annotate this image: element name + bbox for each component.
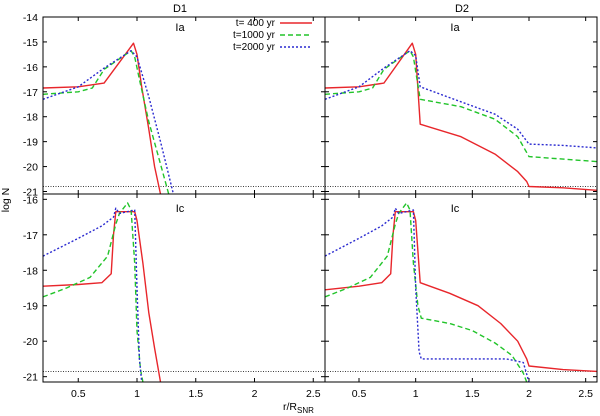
panel-frame-top-right [324,16,598,195]
ytick-label-bottom: -18 [23,265,38,277]
series-line-2000-bottom-left [43,207,143,382]
series-line-2000-top-left [43,50,175,194]
ytick-label-bottom: -21 [23,372,38,384]
ytick-label-bottom: -17 [23,230,38,242]
ytick-label-top: -17 [23,87,38,99]
column-title-d1: D1 [173,3,187,15]
y-axis-label: log N [0,188,12,213]
ytick-label-bottom: -20 [23,336,38,348]
series-line-400-top-left [43,42,162,194]
xtick-label-left: 2 [252,388,258,400]
panel-series-top-right [325,42,597,191]
xtick-label-left: 2.5 [306,388,321,400]
xtick-label-right: 1.5 [465,388,480,400]
series-line-400-bottom-left [43,210,162,382]
panel-frame-top-left [42,16,326,195]
series-line-1000-top-left [43,50,170,194]
series-line-400-top-right [325,42,597,191]
series-line-1000-bottom-left [43,202,144,382]
panel-tag-bottom-right: Ic [451,203,460,215]
xtick-label-right: 2 [526,388,532,400]
ytick-label-top: -21 [23,187,38,199]
series-line-400-bottom-right [325,210,597,373]
ytick-label-top: -19 [23,137,38,149]
legend: t= 400 yr t=1000 yr t=2000 yr [233,18,312,53]
legend-label-400: t= 400 yr [236,18,276,29]
ytick-label-bottom: -16 [23,194,38,206]
panel-tag-top-right: Ia [450,22,460,34]
xtick-label-left: 1 [134,388,140,400]
series-line-1000-top-right [325,50,597,163]
ytick-label-top: -14 [23,12,38,24]
legend-label-1000: t=1000 yr [233,30,276,41]
series-line-2000-top-right [325,50,597,149]
panel-frame-bottom-left [42,193,326,383]
series-line-1000-bottom-right [325,202,528,382]
column-title-d2: D2 [455,3,469,15]
ytick-label-top: -20 [23,162,38,174]
panel-tag-bottom-left: Ic [176,203,185,215]
ytick-label-bottom: -19 [23,301,38,313]
legend-label-2000: t=2000 yr [233,42,276,53]
series-layer [43,42,597,382]
ytick-label-top: -18 [23,112,38,124]
panel-series-bottom-right [325,202,597,382]
ytick-label-top: -16 [23,62,38,74]
panel-series-top-left [43,42,175,194]
xtick-label-right: 0.5 [352,388,367,400]
xtick-label-right: 1 [413,388,419,400]
ytick-label-top: -15 [23,37,38,49]
xtick-label-left: 1.5 [188,388,203,400]
xtick-label-left: 0.5 [71,388,86,400]
panel-frame-bottom-right [324,193,598,383]
xtick-label-right: 2.5 [578,388,593,400]
threshold-layer [43,186,597,372]
x-axis-label: r/R [283,401,297,413]
panel-series-bottom-left [43,202,162,382]
series-line-2000-bottom-right [325,207,530,382]
ticks-layer: -14-15-16-17-18-19-20-21-16-17-18-19-20-… [23,12,597,400]
panel-tag-top-left: Ia [175,22,185,34]
x-axis-label-subscript: SNR [297,406,314,415]
